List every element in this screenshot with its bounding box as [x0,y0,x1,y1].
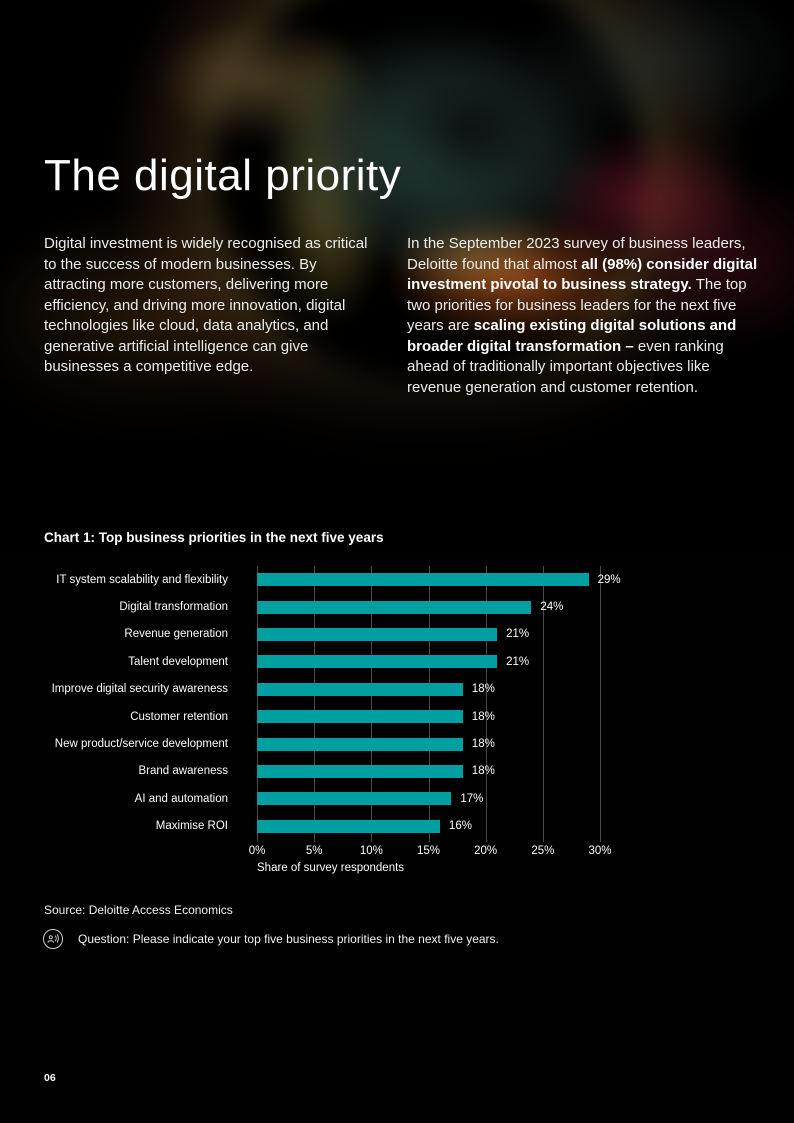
chart-bar-track: 18% [257,703,750,730]
chart-gridline [257,566,258,842]
chart-bar-track: 18% [257,758,750,785]
intro-section: Digital investment is widely recognised … [44,234,762,398]
chart-category-label: New product/service development [54,738,228,751]
chart-bar [257,682,463,696]
chart-category-label: Brand awareness [138,765,229,778]
source-note: Source: Deloitte Access Economics [44,903,233,917]
chart-category-label: Digital transformation [119,601,228,614]
chart-row: AI and automation 17% [44,785,750,812]
chart-bar [257,819,440,833]
chart-bar-track: 18% [257,730,750,757]
chart-row: Brand awareness 18% [44,758,750,785]
intro-text-segment: The top two priorities for business lead… [407,276,747,334]
chart-bar [257,573,589,587]
chart-x-tick-label: 30% [588,844,612,857]
chart-gridline [428,566,430,842]
chart-row: Customer retention 18% [44,703,750,730]
intro-right-paragraph: In the September 2023 survey of business… [407,234,762,398]
chart-value-label: 24% [540,601,564,614]
chart-value-label: 29% [597,573,621,586]
chart-bar-track: 17% [257,785,750,812]
chart-row: New product/service development 18% [44,730,750,757]
chart-category-label: Revenue generation [124,628,228,641]
chart-bar-track: 29% [257,566,750,593]
intro-bold-segment: all (98%) consider digital investment pi… [407,255,758,294]
question-note-row: Question: Please indicate your top five … [42,928,499,950]
chart-row: Digital transformation 24% [44,593,750,620]
chart-x-tick-label: 10% [359,844,383,857]
chart-value-label: 18% [471,738,495,751]
chart-value-label: 21% [506,628,530,641]
chart-category-label: AI and automation [134,792,228,805]
chart-bar-track: 21% [257,621,750,648]
chart-row: Talent development 21% [44,648,750,675]
chart-category-label: Customer retention [130,710,228,723]
page-title: The digital priority [44,151,402,201]
chart-bar-track: 24% [257,593,750,620]
chart-title: Chart 1: Top business priorities in the … [44,530,384,546]
chart-bar [257,655,498,669]
chart-bar [257,600,532,614]
chart-category-label: Talent development [128,655,228,668]
chart-bar-track: 16% [257,813,750,840]
chart-x-tick-label: 25% [531,844,555,857]
chart-bar [257,764,463,778]
chart-bar-track: 18% [257,676,750,703]
bar-chart: IT system scalability and flexibility 29%… [44,566,750,874]
chart-category-label: Improve digital security awareness [51,683,228,696]
chart-gridline [485,566,487,842]
chart-bar [257,737,463,751]
chart-bar-track: 21% [257,648,750,675]
chart-bar [257,792,452,806]
speaker-person-icon [42,928,64,950]
chart-row: Improve digital security awareness 18% [44,676,750,703]
chart-x-axis-label: Share of survey respondents [257,861,405,874]
chart-value-label: 16% [448,820,472,833]
intro-left-paragraph: Digital investment is widely recognised … [44,235,368,375]
intro-text-segment: In the September 2023 survey of business… [407,235,746,273]
chart-value-label: 17% [460,792,484,805]
intro-text-segment: even ranking ahead of traditionally impo… [407,337,724,396]
chart-gridline [542,566,544,842]
background-artwork [0,0,794,530]
chart-row: IT system scalability and flexibility 29% [44,566,750,593]
chart-x-tick-label: 20% [474,844,498,857]
chart-value-label: 18% [471,683,495,696]
chart-plot-area: IT system scalability and flexibility 29%… [44,566,750,842]
chart-value-label: 21% [506,655,530,668]
chart-gridline [314,566,316,842]
chart-category-label: Maximise ROI [155,820,228,833]
chart-gridline [371,566,373,842]
chart-x-tick-label: 5% [305,844,323,857]
intro-bold-segment: scaling existing digital solutions and b… [407,317,737,355]
chart-x-axis: 0% 5% 10% 15% 20% 25% 30% [249,844,750,861]
chart-category-label: IT system scalability and flexibility [56,573,228,586]
chart-value-label: 18% [471,765,495,778]
chart-x-tick-label: 0% [248,844,266,857]
chart-x-tick-label: 15% [416,844,441,857]
chart-value-label: 18% [471,710,495,723]
chart-row: Revenue generation 21% [44,621,750,648]
chart-bar [257,710,463,724]
page-number: 06 [44,1072,56,1084]
chart-row: Maximise ROI 16% [44,813,750,840]
chart-bar [257,627,498,641]
question-note: Question: Please indicate your top five … [78,932,499,946]
chart-gridline [600,566,601,842]
